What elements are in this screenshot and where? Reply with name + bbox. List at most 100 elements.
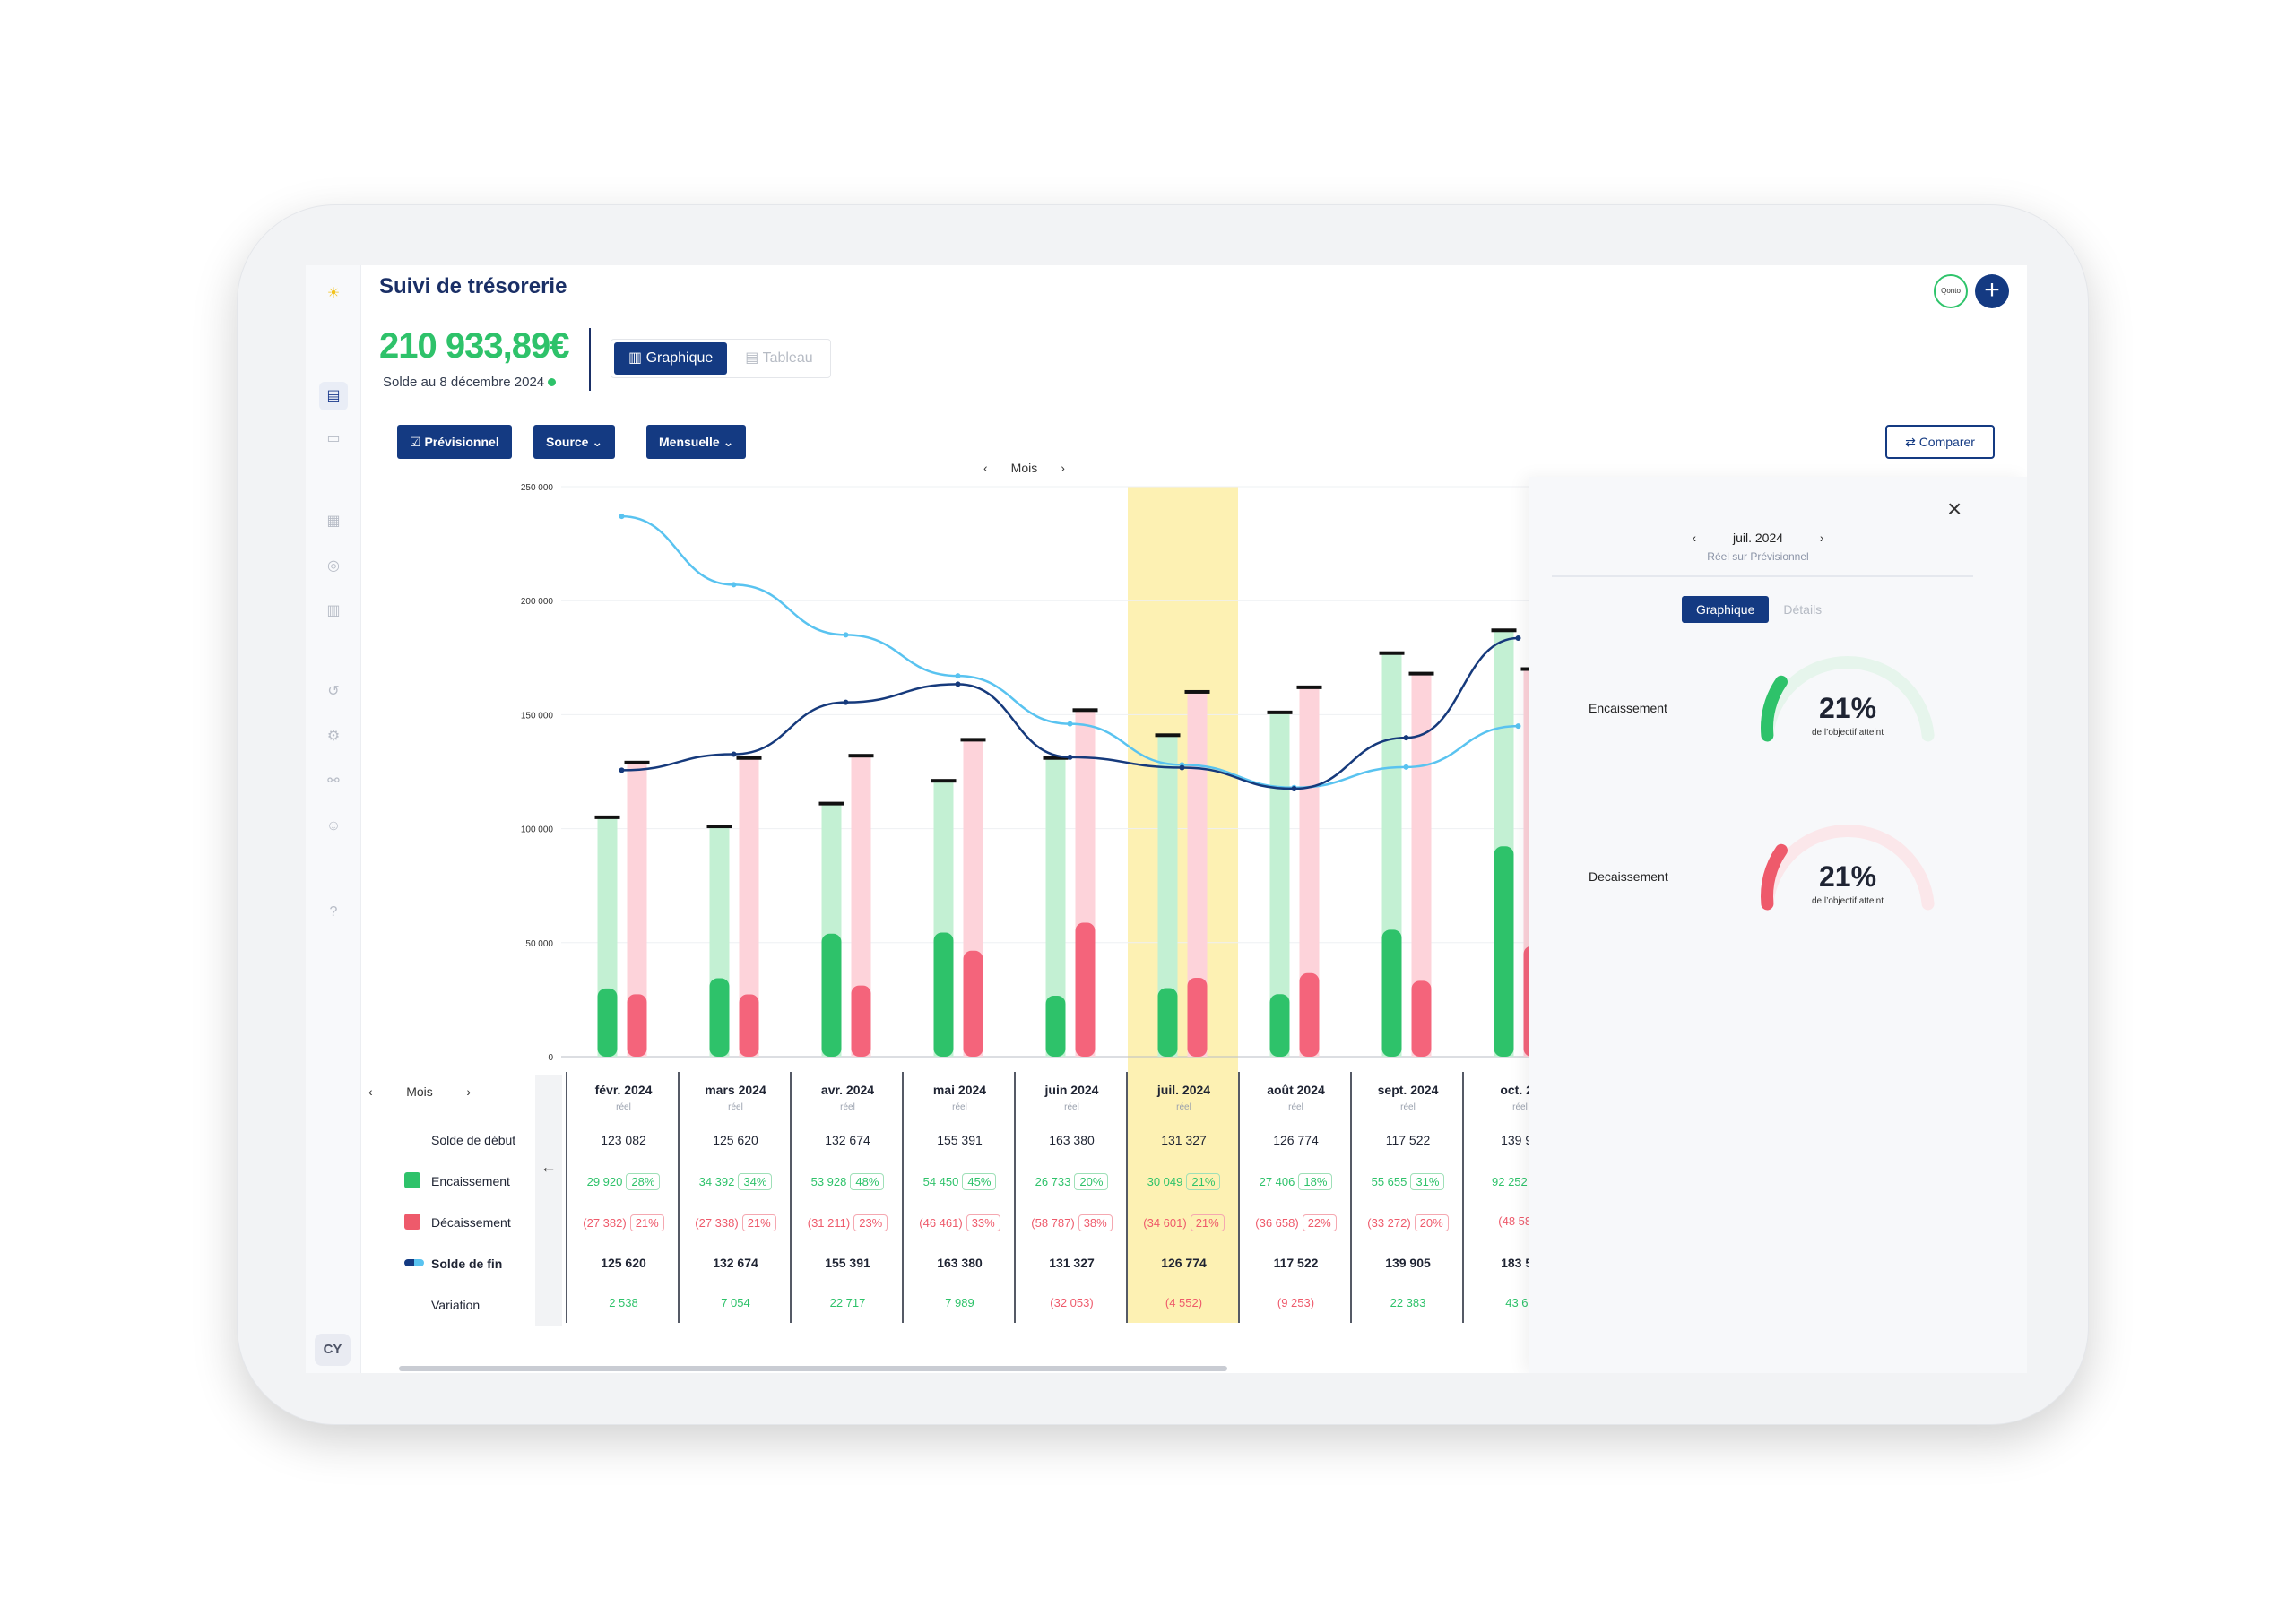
column-type: réel <box>1128 1102 1240 1112</box>
close-icon[interactable]: × <box>1947 495 1962 523</box>
table-column: févr. 2024 réel 123 082 29 920 28% (27 382) 21… <box>566 1072 678 1323</box>
forecast-label: Prévisionnel <box>424 435 499 449</box>
column-month-value: févr. 2024 <box>594 1083 653 1097</box>
bar-out-forecast <box>627 762 647 1057</box>
horizontal-scrollbar[interactable] <box>399 1366 1227 1371</box>
bar-out-forecast <box>1411 673 1432 1057</box>
cell-start: 117 522 <box>1352 1133 1464 1147</box>
cell-out-value: (58 787) <box>1031 1216 1075 1230</box>
row-label-var: Variation <box>431 1298 481 1312</box>
bar-in-forecast <box>1045 757 1066 1057</box>
add-button[interactable]: + <box>1975 274 2009 308</box>
cell-var-value: 43 67 <box>1505 1296 1535 1309</box>
actual-balance-line-point <box>1291 786 1297 792</box>
tab-chart-label: Graphique <box>645 350 714 366</box>
column-month-value: mai 2024 <box>932 1083 987 1097</box>
gauge-caption-out: de l’objectif atteint <box>1811 896 1884 906</box>
cell-end-value: 125 620 <box>601 1256 646 1270</box>
cell-end: 139 905 <box>1352 1256 1464 1270</box>
table-column: sept. 2024 réel 117 522 55 655 31% (33 272) 20… <box>1350 1072 1462 1323</box>
cell-end: 163 380 <box>904 1256 1016 1270</box>
cell-end: 126 774 <box>1128 1256 1240 1270</box>
chevron-right-icon[interactable]: › <box>466 1084 471 1099</box>
cell-in-value: 54 450 <box>922 1175 959 1188</box>
column-type-value: réel <box>616 1102 631 1112</box>
column-type: réel <box>1016 1102 1128 1112</box>
cell-in: 30 049 21% <box>1128 1173 1240 1190</box>
cell-out-pct: 21% <box>741 1214 776 1231</box>
cell-start: 163 380 <box>1016 1133 1128 1147</box>
cell-end-value: 139 905 <box>1385 1256 1431 1270</box>
bar-in-forecast <box>1157 735 1178 1057</box>
arrow-left-icon[interactable]: ← <box>535 1075 562 1326</box>
bar-out-actual <box>1187 977 1208 1057</box>
cell-out-pct: 21% <box>1190 1214 1225 1231</box>
bank-badge[interactable]: Qonto <box>1934 274 1968 308</box>
card-icon[interactable]: ▭ <box>326 431 341 446</box>
row-label-out: Décaissement <box>431 1215 511 1230</box>
logo-icon: ☀ <box>326 286 341 301</box>
chevron-left-icon[interactable]: ‹ <box>368 1084 373 1099</box>
forecast-balance-line-point <box>731 582 737 588</box>
settings-icon[interactable]: ⚙ <box>326 729 341 744</box>
help-icon[interactable]: ? <box>329 904 338 920</box>
forecast-balance-line <box>621 514 1519 790</box>
forecast-balance-line-point <box>955 673 961 679</box>
gauge-value-in: 21% <box>1818 692 1877 724</box>
history-icon[interactable]: ↺ <box>327 684 340 699</box>
row-label-end: Solde de fin <box>431 1257 503 1271</box>
cell-out-pct: 38% <box>1078 1214 1113 1231</box>
bar-out-cap <box>624 760 650 764</box>
chevron-right-icon[interactable]: › <box>1819 531 1824 545</box>
search-icon[interactable]: ◎ <box>327 558 340 574</box>
user-icon[interactable]: ☺ <box>325 818 342 834</box>
compare-button[interactable]: ⇄ Comparer <box>1885 425 1995 459</box>
cell-out: (46 461) 33% <box>904 1214 1016 1231</box>
cell-var: 22 383 <box>1352 1296 1464 1309</box>
forecast-balance-line-point <box>1067 721 1073 727</box>
avatar[interactable]: CY <box>315 1334 351 1366</box>
cell-var: (4 552) <box>1128 1296 1240 1309</box>
tab-chart[interactable]: ▥ Graphique <box>614 342 728 375</box>
bar-out-cap <box>1184 689 1210 694</box>
source-dropdown[interactable]: Source ⌄ <box>533 425 616 459</box>
chevron-right-icon[interactable]: › <box>1061 461 1065 475</box>
chart-icon[interactable]: ▤ <box>319 382 348 410</box>
actual-balance-line-point <box>619 767 625 773</box>
cell-in-pct: 48% <box>850 1173 885 1190</box>
forecast-toggle-button[interactable]: ☑ Prévisionnel <box>397 425 512 459</box>
gauge-caption-in: de l’objectif atteint <box>1811 728 1884 738</box>
period-dropdown[interactable]: Mensuelle ⌄ <box>646 425 747 459</box>
balance-amount: 210 933,89€ <box>379 326 569 366</box>
column-month-value: juil. 2024 <box>1156 1083 1211 1097</box>
cell-end-value: 117 522 <box>1273 1256 1319 1270</box>
bar-in-actual <box>709 978 730 1057</box>
report-icon[interactable]: ▦ <box>326 514 341 529</box>
tab-table[interactable]: ▤ Tableau <box>731 342 827 375</box>
link-icon[interactable]: ⚯ <box>327 773 340 789</box>
forecast-balance-line-point <box>1403 764 1409 770</box>
panel-tab-details[interactable]: Détails <box>1783 602 1823 617</box>
column-month: mars 2024 <box>680 1083 792 1097</box>
cell-start: 123 082 <box>567 1133 680 1147</box>
cell-out-value: (36 658) <box>1255 1216 1299 1230</box>
forecast-balance-line-point <box>1515 723 1521 730</box>
panel-view-toggle: Graphique Détails <box>1682 596 1836 623</box>
chart-icon: ▥ <box>628 350 646 366</box>
source-label: Source <box>546 435 589 449</box>
chevron-down-icon: ⌄ <box>588 435 603 449</box>
panel-tab-chart[interactable]: Graphique <box>1682 596 1770 623</box>
cell-start-value: 163 380 <box>1049 1133 1095 1147</box>
cell-in-pct: 45% <box>962 1173 997 1190</box>
table-icon[interactable]: ▥ <box>326 603 341 618</box>
column-type: réel <box>904 1102 1016 1112</box>
cell-var-value: 2 538 <box>609 1296 638 1309</box>
cell-var-value: 22 717 <box>829 1296 866 1309</box>
cell-in: 53 928 48% <box>792 1173 904 1190</box>
cell-start: 131 327 <box>1128 1133 1240 1147</box>
actual-balance-line-point <box>1403 735 1409 741</box>
checkbox-icon: ☑ <box>410 435 425 449</box>
chevron-left-icon[interactable]: ‹ <box>983 461 988 475</box>
bar-in-actual <box>1045 995 1066 1057</box>
chevron-left-icon[interactable]: ‹ <box>1692 531 1697 545</box>
